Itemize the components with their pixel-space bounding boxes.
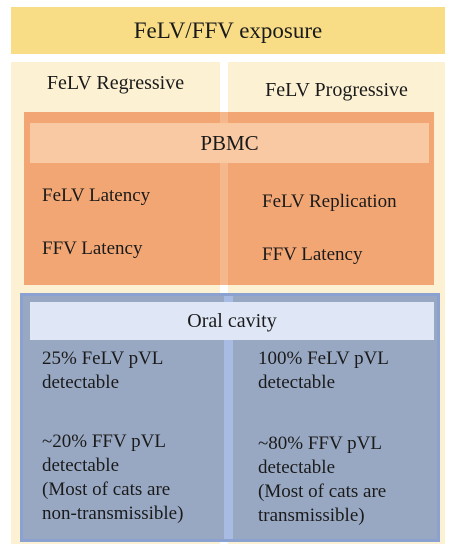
oral-left-felv-line-2: detectable bbox=[42, 372, 120, 393]
oral-left-ffv-line-3: (Most of cats are bbox=[42, 479, 171, 500]
oral-left-ffv-line-4: non-transmissible) bbox=[42, 503, 184, 524]
oral-cavity-header-label: Oral cavity bbox=[187, 309, 277, 332]
oral-right-ffv-line-4: transmissible) bbox=[258, 505, 365, 526]
title-banner: FeLV/FFV exposure bbox=[11, 7, 445, 54]
pbmc-right-ffv: FFV Latency bbox=[262, 244, 363, 265]
oral-right-ffv-line-3: (Most of cats are bbox=[258, 481, 387, 502]
column-label-regressive: FeLV Regressive bbox=[46, 72, 185, 94]
oral-left-ffv-line-1: ~20% FFV pVL bbox=[42, 431, 166, 452]
oral-right-felv: 100% FeLV pVL detectable bbox=[258, 347, 389, 395]
oral-cavity-divider bbox=[224, 296, 233, 539]
oral-cavity-header: Oral cavity bbox=[30, 302, 434, 340]
pbmc-left-ffv: FFV Latency bbox=[42, 238, 143, 259]
oral-left-ffv-line-2: detectable bbox=[42, 455, 120, 476]
oral-right-ffv: ~80% FFV pVL detectable (Most of cats ar… bbox=[258, 432, 386, 528]
oral-right-ffv-line-2: detectable bbox=[258, 457, 336, 478]
oral-right-ffv-line-1: ~80% FFV pVL bbox=[258, 433, 382, 454]
pbmc-divider bbox=[220, 112, 228, 285]
oral-left-ffv: ~20% FFV pVL detectable (Most of cats ar… bbox=[42, 430, 183, 526]
pbmc-right-felv: FeLV Replication bbox=[262, 191, 397, 212]
diagram-title: FeLV/FFV exposure bbox=[133, 17, 323, 43]
oral-right-felv-line-2: detectable bbox=[258, 372, 336, 393]
oral-right-felv-line-1: 100% FeLV pVL bbox=[258, 348, 389, 369]
pbmc-header: PBMC bbox=[30, 123, 429, 163]
pbmc-left-felv: FeLV Latency bbox=[42, 185, 151, 206]
column-label-progressive: FeLV Progressive bbox=[265, 79, 408, 101]
oral-left-felv: 25% FeLV pVL detectable bbox=[42, 347, 163, 395]
oral-left-felv-line-1: 25% FeLV pVL bbox=[42, 348, 164, 369]
pbmc-header-label: PBMC bbox=[200, 130, 259, 155]
